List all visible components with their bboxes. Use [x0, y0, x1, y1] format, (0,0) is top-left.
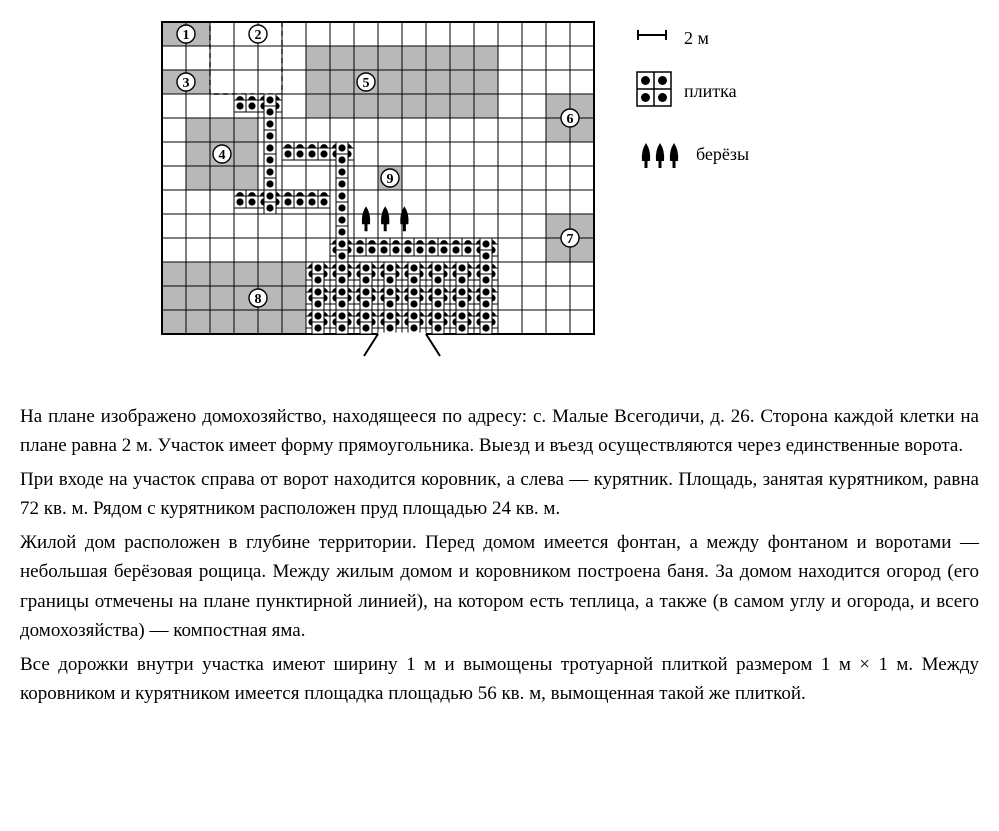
- paragraph: На плане изображено домохозяйство, наход…: [20, 402, 979, 461]
- scale-label: 2 м: [684, 28, 709, 49]
- legend-tile: плитка: [636, 71, 749, 112]
- trees-label: берёзы: [696, 144, 749, 165]
- scale-icon: [636, 28, 672, 44]
- svg-text:8: 8: [255, 292, 262, 307]
- description-text: На плане изображено домохозяйство, наход…: [20, 402, 979, 708]
- tile-icon: [636, 71, 672, 107]
- trees-icon: [636, 134, 684, 170]
- svg-text:5: 5: [363, 76, 370, 91]
- plan-container: 1 3 4 5 6 7 8 9 2: [160, 20, 596, 362]
- svg-text:1: 1: [183, 28, 190, 43]
- svg-text:2: 2: [255, 28, 262, 43]
- legend-scale: 2 м: [636, 28, 749, 49]
- paragraph: Жилой дом расположен в глубине территори…: [20, 528, 979, 646]
- svg-text:9: 9: [387, 172, 394, 187]
- svg-text:4: 4: [219, 148, 226, 163]
- svg-text:7: 7: [567, 232, 574, 247]
- site-plan: 1 3 4 5 6 7 8 9 2: [160, 20, 596, 362]
- svg-text:3: 3: [183, 76, 190, 91]
- svg-text:6: 6: [567, 112, 574, 127]
- legend-trees: берёзы: [636, 134, 749, 175]
- paragraph: При входе на участок справа от ворот нах…: [20, 465, 979, 524]
- figure-area: 1 3 4 5 6 7 8 9 2 2 м: [160, 20, 979, 362]
- paragraph: Все дорожки внутри участка имеют ширину …: [20, 650, 979, 709]
- tile-label: плитка: [684, 81, 737, 102]
- legend: 2 м плитка берёзы: [636, 28, 749, 197]
